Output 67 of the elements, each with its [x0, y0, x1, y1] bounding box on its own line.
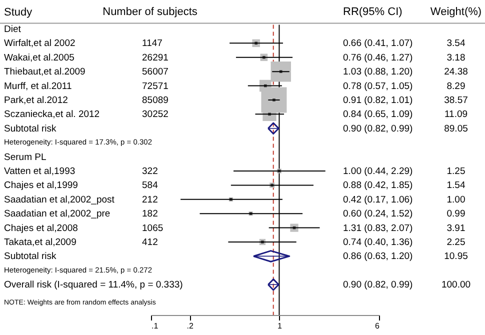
text: Number of subjects: [102, 6, 198, 18]
y-axis-title: Study: [4, 6, 33, 19]
text: 0.91 (0.82, 1.01): [343, 94, 413, 106]
text: 412: [142, 237, 158, 248]
text: 38.57: [444, 94, 468, 106]
y-tick-label: Wirfalt,et al 2002: [4, 38, 76, 50]
text: 0.60 (0.24, 1.52): [343, 208, 413, 220]
y-tick-label: Chajes et al,2008: [4, 222, 78, 234]
x-tick-label: 1: [277, 322, 282, 330]
text: 10.95: [444, 251, 468, 262]
y-tick-label: Murff, et al.2011: [4, 80, 72, 92]
y-tick-label: Overall risk (I-squared = 11.4%, p = 0.333): [4, 280, 183, 291]
y-tick-label: Thiebaut,et al.2009: [4, 66, 86, 78]
text: 3.91: [446, 222, 466, 234]
text: 2.25: [446, 237, 466, 248]
text: 100.00: [441, 280, 471, 291]
text: 1.54: [446, 180, 466, 192]
text: RR(95% CI): [343, 6, 402, 18]
text: 1065: [142, 222, 164, 234]
text: 1.03 (0.88, 1.20): [343, 66, 413, 78]
text: 0.84 (0.65, 1.09): [343, 109, 413, 120]
text: 0.86 (0.63, 1.20): [343, 251, 413, 262]
text: 322: [142, 166, 158, 177]
x-tick-label: .2: [186, 322, 194, 330]
text: 0.74 (0.40, 1.36): [343, 237, 413, 248]
text: 3.54: [446, 38, 466, 50]
y-tick-label: Saadatian et al,2002_pre: [4, 208, 110, 220]
text: 1.25: [446, 166, 466, 177]
text: 89.05: [444, 123, 468, 134]
text: 0.78 (0.57, 1.05): [343, 80, 413, 92]
y-tick-label: Vatten et al,1993: [4, 166, 76, 177]
x-tick-label: .1: [152, 322, 159, 330]
y-tick-label: Chajes et al,1999: [4, 180, 78, 192]
text: 0.90 (0.82, 0.99): [343, 123, 413, 134]
text: 0.99: [446, 208, 466, 220]
text: 584: [142, 180, 158, 192]
y-tick-label: Wakai,et al.2005: [4, 52, 74, 64]
text: 85089: [142, 94, 168, 106]
text: 24.38: [444, 66, 468, 78]
y-tick-label: Diet: [4, 24, 22, 35]
y-tick-label: Sczaniecka,et al. 2012: [4, 109, 100, 120]
text: 212: [142, 194, 158, 206]
text: 3.18: [446, 52, 466, 64]
text: 11.09: [444, 109, 468, 120]
text: 1.31 (0.83, 2.07): [343, 222, 413, 234]
text: 56007: [142, 66, 168, 78]
y-tick-label: Serum PL: [4, 152, 46, 163]
text: 30252: [142, 109, 168, 120]
text: 72571: [142, 80, 168, 92]
text: 0.90 (0.82, 0.99): [343, 280, 413, 291]
text: Weight(%): [430, 6, 482, 18]
text: 0.88 (0.42, 1.85): [343, 180, 413, 192]
text: 0.42 (0.17, 1.06): [343, 194, 413, 206]
text: 0.76 (0.46, 1.27): [343, 52, 413, 64]
text: 1.00: [446, 194, 466, 206]
text: 8.29: [446, 80, 466, 92]
text: 1.00 (0.44, 2.29): [343, 166, 413, 177]
y-tick-label: Subtotal risk: [4, 251, 57, 262]
text: 26291: [142, 52, 168, 64]
x-tick-label: 6: [375, 322, 380, 330]
y-tick-label: Saadatian et al,2002_post: [4, 194, 115, 206]
text: 1147: [142, 38, 162, 50]
y-tick-label: Takata,et al,2009: [4, 237, 76, 248]
text: 0.66 (0.41, 1.07): [343, 38, 413, 50]
y-tick-label: Park,et al.2012: [4, 94, 68, 106]
text: 182: [142, 208, 158, 220]
y-tick-label: Subtotal risk: [4, 123, 57, 134]
